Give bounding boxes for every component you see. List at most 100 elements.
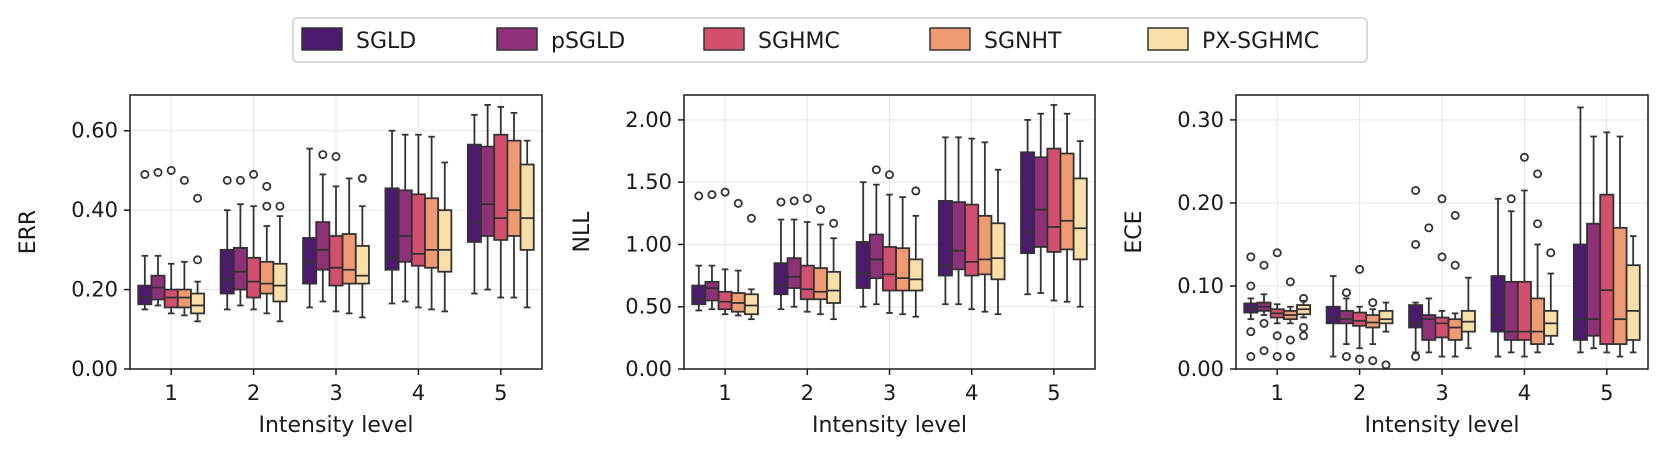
box-px-sghmc-level-5 [1072,140,1088,308]
box-body [773,262,789,296]
box-sghmc-level-3 [328,152,344,313]
x-tick-label: 4 [965,381,978,405]
y-tick-label: 0.40 [71,198,118,222]
box-body [466,143,482,243]
x-tick-label: 3 [329,381,342,405]
series-psgld [150,104,496,307]
outlier-point [1285,352,1295,362]
legend-label: pSGLD [551,29,625,54]
box-psgld-level-1 [150,167,166,307]
outlier-point [1506,194,1516,204]
box-body [232,246,248,291]
box-sghmc-level-4 [410,133,426,309]
outlier-point [776,197,786,207]
box-sgld-level-3 [1408,185,1424,362]
legend-label: SGHMC [758,29,840,54]
x-axis-label: Intensity level [812,413,967,438]
x-tick-label: 5 [494,381,507,405]
box-body [397,189,413,263]
box-body [717,290,733,311]
outlier-point [1533,169,1543,179]
legend-item-sgld: SGLD [301,27,416,54]
series-px-sghmc [1296,235,1641,370]
outlier-point [1272,331,1282,341]
outlier-point [1272,248,1282,258]
box-sgnht-level-3 [341,177,357,315]
box-sgnht-level-4 [424,135,440,311]
legend-swatch [703,27,745,51]
outlier-point [1246,327,1256,337]
box-body [743,293,759,316]
outlier-point [1272,352,1282,362]
box-psgld-level-3 [1421,223,1437,354]
x-axis-label: Intensity level [258,413,413,438]
x-tick-label: 5 [1047,381,1060,405]
box-body [1530,297,1546,345]
box-body [826,270,842,304]
box-px-sghmc-level-2 [1378,301,1394,370]
box-body [855,241,871,289]
box-psgld-level-2 [786,196,802,308]
series-sgnht [1282,135,1628,366]
legend-label: SGNHT [984,29,1062,54]
box-px-sghmc-level-2 [272,201,288,323]
outlier-point [193,193,203,203]
box-body [895,247,911,292]
outlier-point [1285,335,1295,345]
box-body [799,264,815,301]
box-body [480,145,496,237]
box-body [163,288,179,309]
x-tick-label: 4 [1518,381,1531,405]
box-sgnht-level-1 [1282,277,1298,362]
panel-err: 0.00 0.20 0.40 0.60 1 2 3 4 5 Intensity level ERR [16,94,543,438]
box-body [1490,275,1506,333]
y-tick-label: 0.00 [71,357,118,381]
outlier-point [331,152,341,162]
box-px-sghmc-level-4 [1543,248,1559,345]
box-sgld-level-5 [1020,119,1036,296]
box-px-sghmc-level-3 [354,173,370,319]
box-body [977,214,993,276]
box-px-sghmc-level-4 [990,168,1006,316]
legend-item-px-sghmc: PX-SGHMC [1147,27,1319,54]
y-tick-label: 1.50 [625,170,672,194]
box-sgnht-level-5 [1059,112,1075,303]
box-body [951,201,967,271]
outlier-point [275,201,285,211]
y-tick-label: 0.20 [71,278,118,302]
box-body [424,197,440,269]
box-body [990,222,1006,281]
series-sgld [137,113,482,311]
box-body [506,139,522,237]
outlier-point [1519,152,1529,162]
box-body [272,262,288,303]
legend-label: PX-SGHMC [1202,29,1319,54]
outlier-point [140,169,150,179]
box-sghmc-level-2 [799,193,815,313]
box-sgnht-level-2 [259,181,275,315]
outlier-point [1437,252,1447,262]
box-sgld-level-5 [466,113,482,295]
outlier-point [222,175,232,185]
box-body [1325,305,1341,325]
y-axis-label: ECE [1122,210,1147,253]
box-sghmc-level-1 [163,165,179,315]
box-body [1612,226,1628,345]
box-body [176,288,192,309]
box-px-sghmc-level-1 [190,193,206,323]
box-body [410,193,426,267]
box-body [1625,264,1641,341]
outlier-point [153,167,163,177]
outlier-point [733,198,743,208]
outlier-point [911,186,921,196]
outlier-point [1450,260,1460,270]
y-tick-label: 0.60 [71,119,118,143]
x-tick-label: 1 [1271,381,1284,405]
outlier-point [1246,281,1256,291]
outlier-point [789,196,799,206]
series-sgnht [176,111,522,317]
outlier-point [193,255,203,265]
y-tick-label: 0.10 [1177,274,1224,298]
outlier-point [1355,264,1365,274]
